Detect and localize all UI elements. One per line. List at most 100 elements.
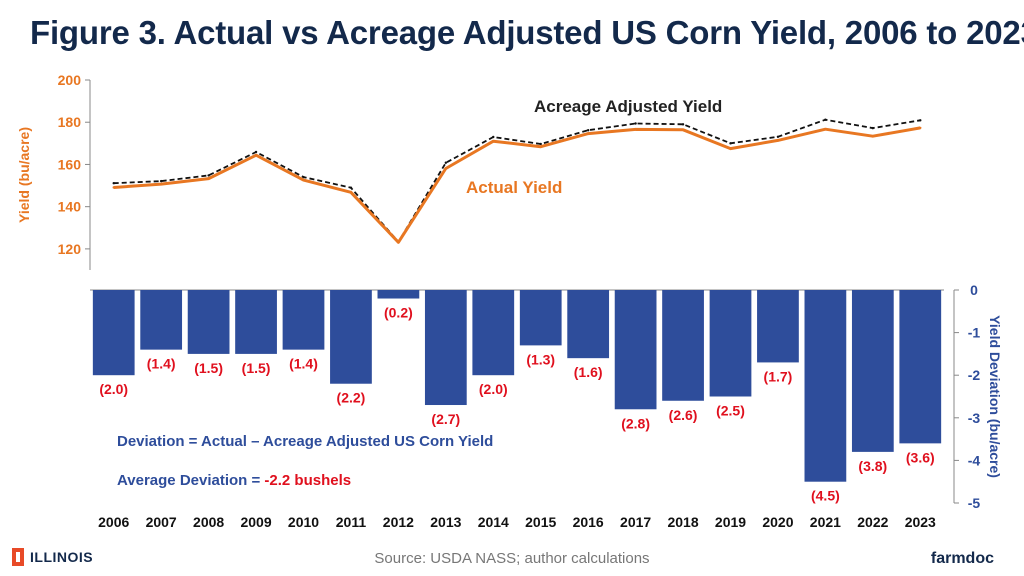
bar-y-tick-label: -5 — [968, 495, 981, 511]
bar-y-tick-label: -4 — [968, 452, 981, 468]
series-point-acreage-adjusted-yield — [871, 126, 875, 130]
series-point-actual-yield — [349, 191, 353, 194]
series-point-actual-yield — [824, 127, 827, 131]
series-point-acreage-adjusted-yield — [919, 119, 922, 122]
series-point-actual-yield — [776, 139, 780, 142]
bar-data-label: (0.2) — [384, 305, 413, 321]
x-axis-tick-labels: 2006 2007 2008 2009 2010 2011 2012 2013 2014 2015… — [98, 514, 936, 530]
bar-2009 — [235, 290, 277, 354]
x-tick-label: 2010 — [288, 514, 319, 530]
series-point-acreage-adjusted-yield — [681, 123, 685, 126]
bar-2019 — [709, 290, 752, 397]
bar-data-label: (2.0) — [479, 381, 508, 397]
x-tick-label: 2015 — [525, 514, 556, 530]
annotations: Deviation = Actual – Acreage Adjusted US… — [117, 433, 493, 489]
x-tick-label: 2022 — [857, 514, 888, 530]
series-point-actual-yield — [634, 128, 637, 131]
series-point-acreage-adjusted-yield — [492, 135, 495, 139]
x-tick-label: 2016 — [573, 514, 604, 530]
series-line-acreage-adjusted-yield — [113, 118, 921, 243]
series-point-actual-yield — [871, 134, 875, 138]
line-y-tick-label: 140 — [58, 199, 82, 215]
series-point-acreage-adjusted-yield — [302, 175, 305, 179]
average-deviation-value: -2.2 bushels — [264, 472, 351, 489]
bar-data-label: (1.3) — [526, 351, 555, 367]
x-tick-label: 2019 — [715, 514, 746, 530]
bar-y-tick-label: 0 — [970, 282, 978, 298]
x-tick-label: 2007 — [146, 514, 177, 530]
bar-2014 — [472, 290, 515, 376]
bar-2023 — [899, 290, 942, 444]
line-chart-axis: 120 140 160 180 200 Yield (bu/acre) — [16, 72, 91, 270]
series-point-actual-yield — [254, 153, 258, 157]
farmdoc-brand: farmdoc — [930, 550, 994, 567]
series-point-actual-yield — [397, 241, 400, 244]
series-point-acreage-adjusted-yield — [159, 179, 163, 183]
illinois-logo-text: ILLINOIS — [30, 549, 94, 565]
x-tick-label: 2014 — [478, 514, 509, 530]
series-point-actual-yield — [681, 128, 685, 132]
series-point-acreage-adjusted-yield — [349, 186, 353, 189]
source-note: Source: USDA NASS; author calculations — [374, 550, 650, 567]
x-tick-label: 2018 — [667, 514, 698, 530]
bar-data-label: (3.6) — [906, 449, 935, 465]
bar-2020 — [757, 290, 799, 363]
bar-data-label: (2.8) — [621, 415, 650, 431]
bar-data-label: (2.6) — [669, 407, 698, 423]
bar-2022 — [851, 290, 894, 452]
series-point-actual-yield — [729, 147, 732, 150]
bar-2007 — [140, 290, 183, 350]
line-y-tick-label: 160 — [58, 156, 82, 172]
bar-2015 — [519, 290, 562, 346]
bar-data-label: (2.2) — [337, 390, 366, 406]
series-point-acreage-adjusted-yield — [539, 142, 542, 146]
bar-2021 — [804, 290, 847, 482]
x-tick-label: 2013 — [430, 514, 461, 530]
page-title: Figure 3. Actual vs Acreage Adjusted US … — [30, 14, 1024, 51]
series-point-acreage-adjusted-yield — [634, 122, 637, 125]
bar-data-label: (2.5) — [716, 403, 745, 419]
x-tick-label: 2023 — [905, 514, 936, 530]
average-deviation: Average Deviation = -2.2 bushels — [117, 472, 351, 489]
bar-data-label: (1.5) — [194, 360, 223, 376]
x-tick-label: 2008 — [193, 514, 224, 530]
line-y-tick-label: 200 — [58, 72, 82, 88]
series-point-actual-yield — [207, 177, 210, 180]
series-point-acreage-adjusted-yield — [586, 129, 590, 132]
x-tick-label: 2009 — [240, 514, 271, 530]
bar-2017 — [614, 290, 657, 410]
illinois-logo: ILLINOIS — [12, 548, 93, 566]
series-point-acreage-adjusted-yield — [824, 118, 827, 121]
bar-y-tick-label: -3 — [968, 410, 981, 426]
series-point-actual-yield — [302, 178, 305, 182]
bar-data-label: (3.8) — [858, 458, 887, 474]
x-tick-label: 2020 — [762, 514, 793, 530]
series-line-actual-yield — [113, 126, 921, 244]
bar-data-label: (1.4) — [147, 356, 176, 372]
bar-data-label: (1.7) — [764, 368, 793, 384]
block-i-icon — [12, 548, 24, 566]
series-point-actual-yield — [586, 132, 590, 135]
bar-data-label: (4.5) — [811, 488, 840, 504]
deviation-definition: Deviation = Actual – Acreage Adjusted US… — [117, 433, 493, 450]
bar-2011 — [330, 290, 372, 384]
x-tick-label: 2006 — [98, 514, 129, 530]
series-point-acreage-adjusted-yield — [254, 150, 258, 154]
bar-y-tick-label: -2 — [968, 367, 981, 383]
series-label-actual-yield: Actual Yield — [466, 178, 562, 197]
series-label-acreage-adjusted-yield: Acreage Adjusted Yield — [534, 97, 722, 116]
bar-y-axis-label: Yield Deviation (bu/acre) — [987, 315, 1003, 478]
series-point-actual-yield — [112, 186, 115, 189]
line-chart: Acreage Adjusted Yield Actual Yield — [112, 97, 922, 244]
bar-chart: (2.0) (1.4) (1.5) (1.5) (1.4) (2.2) (0.2) (2.7)… — [92, 290, 942, 504]
series-point-actual-yield — [539, 145, 542, 148]
series-point-actual-yield — [919, 126, 922, 130]
bar-data-label: (2.0) — [99, 381, 128, 397]
x-tick-label: 2011 — [336, 514, 367, 530]
bar-data-label: (1.6) — [574, 364, 603, 380]
bar-2008 — [187, 290, 230, 354]
series-point-actual-yield — [444, 167, 448, 170]
bar-2006 — [92, 290, 135, 376]
series-point-acreage-adjusted-yield — [112, 182, 115, 185]
series-point-acreage-adjusted-yield — [207, 174, 210, 177]
